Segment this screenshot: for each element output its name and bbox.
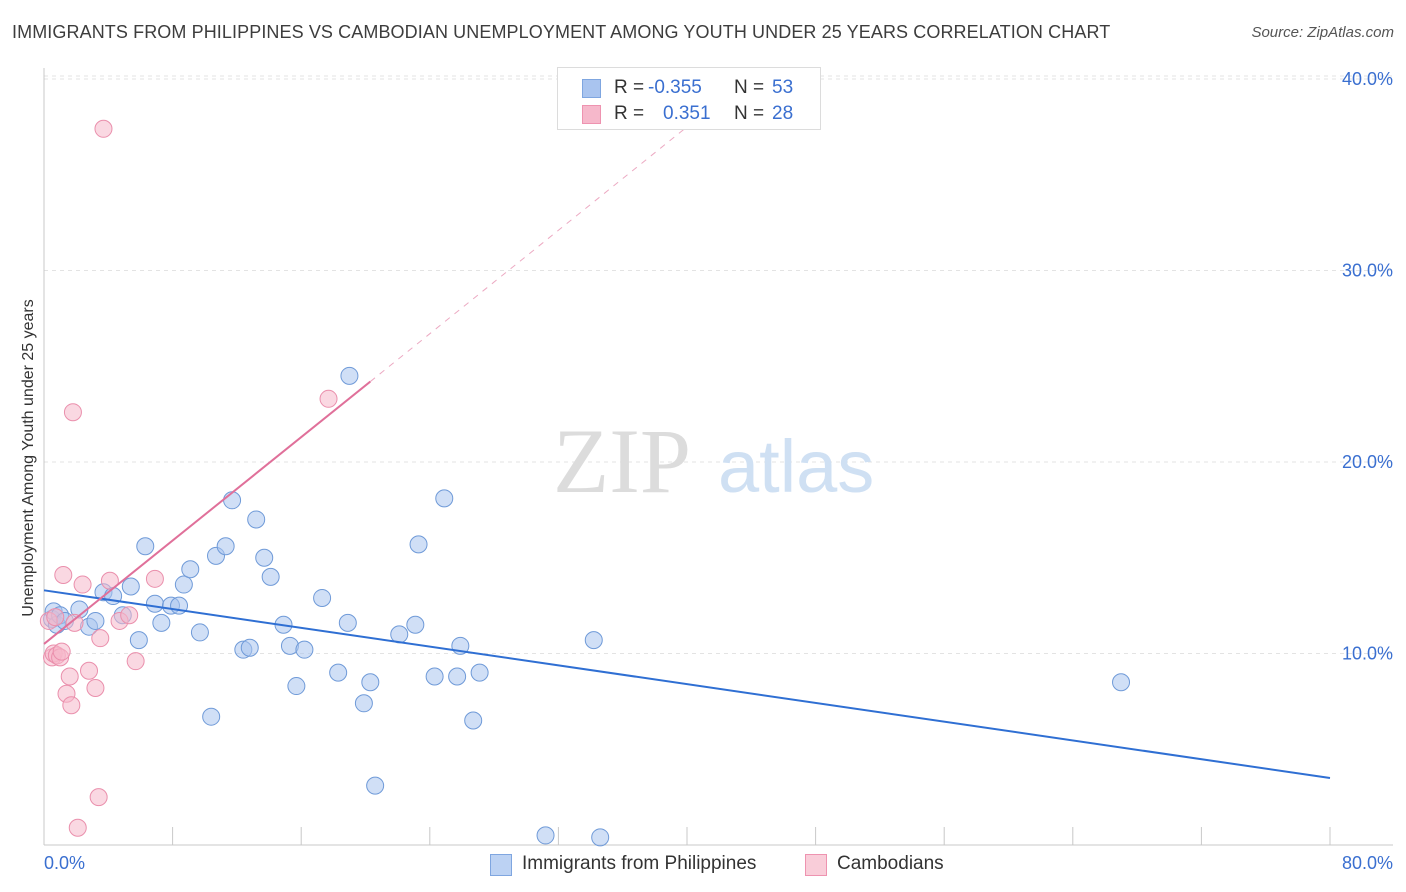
philippines-point (406, 615, 425, 634)
y-tick-label: 40.0% (1342, 69, 1393, 89)
correlation-stats-box: R = -0.355 N = 53 R = 0.351 N = 28 (557, 67, 821, 130)
cambodians-trend-extension (370, 126, 688, 382)
philippines-point (435, 489, 454, 508)
legend: Immigrants from Philippines Cambodians (0, 852, 1406, 878)
philippines-point (261, 567, 280, 586)
y-axis-label: Unemployment Among Youth under 25 years (20, 299, 37, 617)
r-label: R = (614, 77, 645, 98)
cambodians-point (91, 629, 110, 648)
philippines-point (202, 707, 221, 726)
cambodians-point (100, 571, 119, 590)
philippines-point (470, 663, 489, 682)
y-tick-label: 20.0% (1342, 452, 1393, 472)
cambodians-point (54, 565, 73, 584)
watermark-zip: ZIP (553, 410, 691, 512)
cambodians-point (60, 667, 79, 686)
philippines-point (255, 548, 274, 567)
cambodians-point (46, 608, 65, 627)
cambodians-point (52, 642, 71, 661)
watermark-atlas: atlas (718, 425, 874, 508)
cambodians-point (89, 788, 108, 807)
stats-swatch-cambodians (582, 105, 601, 124)
cambodians-trend-line (43, 380, 371, 645)
philippines-point (136, 537, 155, 556)
n-label: N = (734, 77, 765, 98)
cambodians-point (62, 696, 81, 715)
philippines-point (366, 776, 385, 795)
cambodians-point (68, 818, 87, 837)
philippines-trend-line (43, 589, 1331, 779)
n-value: 28 (772, 103, 794, 124)
philippines-point (129, 631, 148, 650)
philippines-point (361, 673, 380, 692)
philippines-point (409, 535, 428, 554)
n-label: N = (734, 103, 765, 124)
stats-swatch-philippines (582, 79, 601, 98)
philippines-point (536, 826, 555, 845)
philippines-point (145, 594, 164, 613)
source-label: Source: ZipAtlas.com (1251, 24, 1394, 41)
philippines-point (338, 613, 357, 632)
cambodians-point (126, 652, 145, 671)
r-value: 0.351 (663, 103, 711, 124)
philippines-point (448, 667, 467, 686)
cambodians-point (145, 569, 164, 588)
y-tick-label: 30.0% (1342, 261, 1393, 281)
cambodians-point (319, 389, 338, 408)
philippines-point (354, 694, 373, 713)
chart-title: IMMIGRANTS FROM PHILIPPINES VS CAMBODIAN… (12, 22, 1111, 42)
philippines-point (425, 667, 444, 686)
philippines-point (223, 491, 242, 510)
philippines-point (329, 663, 348, 682)
legend-label-cambodians: Cambodians (837, 853, 944, 874)
philippines-point (295, 640, 314, 659)
philippines-point (86, 611, 105, 630)
philippines-point (464, 711, 483, 730)
r-value: -0.355 (648, 77, 702, 98)
cambodians-point (94, 119, 113, 138)
philippines-point (247, 510, 266, 529)
legend-swatch-philippines (490, 854, 512, 876)
legend-label-philippines: Immigrants from Philippines (522, 853, 757, 874)
philippines-point (584, 631, 603, 650)
n-value: 53 (772, 77, 794, 98)
cambodians-point (80, 661, 99, 680)
philippines-point (181, 560, 200, 579)
cambodians-point (63, 403, 82, 422)
philippines-point (152, 613, 171, 632)
philippines-point (1112, 673, 1131, 692)
philippines-point (190, 623, 209, 642)
cambodians-point (65, 613, 84, 632)
philippines-point (121, 577, 140, 596)
philippines-point (174, 575, 193, 594)
philippines-point (313, 588, 332, 607)
philippines-point (240, 638, 259, 657)
cambodians-point (120, 606, 139, 625)
philippines-point (340, 366, 359, 385)
x-tick-label: 80.0% (1342, 853, 1393, 873)
philippines-point (216, 537, 235, 556)
x-tick-label: 0.0% (44, 853, 85, 873)
philippines-point (591, 828, 610, 847)
y-tick-label: 10.0% (1342, 644, 1393, 664)
philippines-point (287, 677, 306, 696)
legend-swatch-cambodians (805, 854, 827, 876)
r-label: R = (614, 103, 645, 124)
cambodians-point (86, 678, 105, 697)
cambodians-point (73, 575, 92, 594)
